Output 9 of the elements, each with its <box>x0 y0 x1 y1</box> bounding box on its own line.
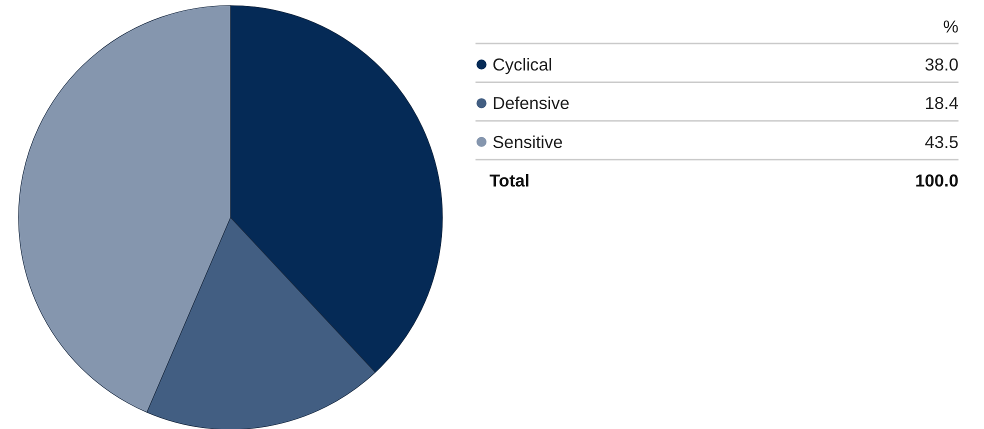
legend-label: Cyclical <box>492 54 552 74</box>
text: Total <box>490 170 530 191</box>
data-label: 18.4 <box>924 93 959 114</box>
legend-label: Sensitive <box>492 132 563 152</box>
data-label: 43.5 <box>924 132 959 152</box>
data-label: 38.0 <box>924 54 959 74</box>
text: % <box>943 16 959 36</box>
text: 100.0 <box>915 170 959 191</box>
legend-label: Defensive <box>492 93 570 114</box>
